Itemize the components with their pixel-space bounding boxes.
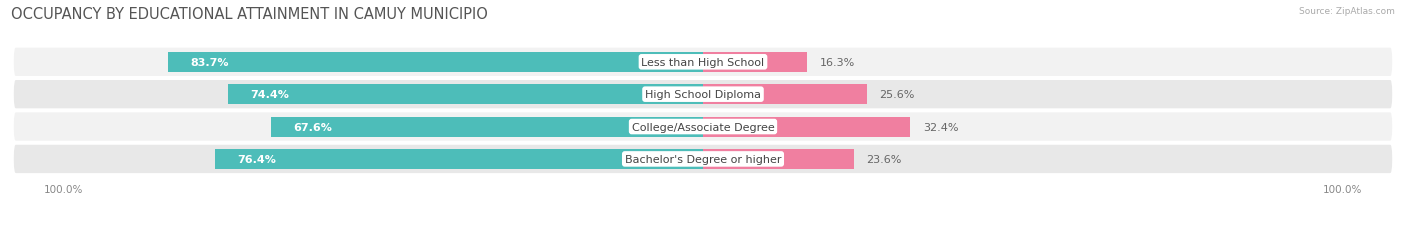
Bar	[215, 149, 703, 169]
Bar	[169, 52, 703, 73]
FancyBboxPatch shape	[13, 144, 1393, 174]
Bar	[271, 117, 703, 137]
Bar	[703, 85, 866, 105]
FancyBboxPatch shape	[13, 47, 1393, 78]
Bar	[703, 117, 910, 137]
Text: College/Associate Degree: College/Associate Degree	[631, 122, 775, 132]
Text: 25.6%: 25.6%	[879, 90, 915, 100]
Text: Source: ZipAtlas.com: Source: ZipAtlas.com	[1299, 7, 1395, 16]
Text: 16.3%: 16.3%	[820, 58, 855, 67]
Text: 67.6%: 67.6%	[294, 122, 332, 132]
Text: Bachelor's Degree or higher: Bachelor's Degree or higher	[624, 154, 782, 164]
Text: OCCUPANCY BY EDUCATIONAL ATTAINMENT IN CAMUY MUNICIPIO: OCCUPANCY BY EDUCATIONAL ATTAINMENT IN C…	[11, 7, 488, 22]
Bar	[703, 52, 807, 73]
Text: 74.4%: 74.4%	[250, 90, 288, 100]
Text: Less than High School: Less than High School	[641, 58, 765, 67]
Text: 83.7%: 83.7%	[190, 58, 229, 67]
Text: High School Diploma: High School Diploma	[645, 90, 761, 100]
Text: 76.4%: 76.4%	[238, 154, 276, 164]
Text: 32.4%: 32.4%	[922, 122, 959, 132]
Bar	[703, 149, 853, 169]
Text: 23.6%: 23.6%	[866, 154, 903, 164]
Bar	[228, 85, 703, 105]
FancyBboxPatch shape	[13, 80, 1393, 110]
FancyBboxPatch shape	[13, 112, 1393, 142]
